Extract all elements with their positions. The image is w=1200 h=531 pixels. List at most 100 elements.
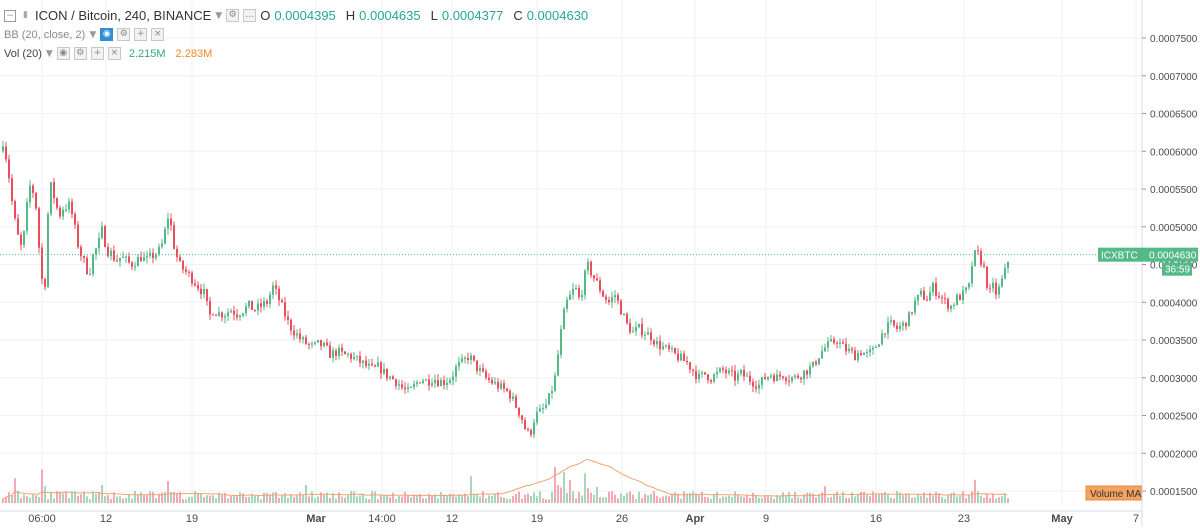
candle-body[interactable] bbox=[563, 308, 565, 330]
candle-body[interactable] bbox=[917, 294, 919, 301]
candle-body[interactable] bbox=[590, 261, 592, 276]
candle-body[interactable] bbox=[266, 300, 268, 304]
candle-body[interactable] bbox=[467, 357, 469, 360]
candle-body[interactable] bbox=[272, 285, 274, 295]
candle-body[interactable] bbox=[746, 375, 748, 377]
candle-body[interactable] bbox=[875, 346, 877, 348]
candle-body[interactable] bbox=[338, 347, 340, 356]
candle-body[interactable] bbox=[932, 282, 934, 293]
candle-body[interactable] bbox=[164, 228, 166, 244]
candle-body[interactable] bbox=[695, 370, 697, 380]
candle-body[interactable] bbox=[227, 312, 229, 317]
candle-body[interactable] bbox=[668, 345, 670, 350]
candle-body[interactable] bbox=[575, 288, 577, 290]
candle-body[interactable] bbox=[839, 342, 841, 344]
candle-body[interactable] bbox=[953, 304, 955, 306]
candle-body[interactable] bbox=[818, 358, 820, 365]
candle-body[interactable] bbox=[11, 178, 13, 202]
candle-body[interactable] bbox=[785, 377, 787, 381]
candle-body[interactable] bbox=[800, 377, 802, 380]
candle-body[interactable] bbox=[542, 407, 544, 409]
candle-body[interactable] bbox=[110, 250, 112, 257]
candle-body[interactable] bbox=[749, 375, 751, 382]
candle-body[interactable] bbox=[59, 207, 61, 217]
candle-body[interactable] bbox=[566, 299, 568, 309]
more-icon[interactable]: … bbox=[243, 9, 257, 22]
candle-body[interactable] bbox=[647, 332, 649, 335]
candle-body[interactable] bbox=[35, 192, 37, 209]
candle-body[interactable] bbox=[383, 368, 385, 374]
candle-body[interactable] bbox=[869, 349, 871, 353]
candle-body[interactable] bbox=[230, 310, 232, 313]
candle-body[interactable] bbox=[740, 369, 742, 374]
candle-body[interactable] bbox=[173, 225, 175, 249]
candle-body[interactable] bbox=[854, 350, 856, 361]
candle-body[interactable] bbox=[446, 382, 448, 385]
candle-body[interactable] bbox=[185, 269, 187, 272]
candle-body[interactable] bbox=[923, 290, 925, 300]
candle-body[interactable] bbox=[440, 380, 442, 387]
candle-body[interactable] bbox=[422, 380, 424, 384]
candle-body[interactable] bbox=[761, 377, 763, 385]
candle-body[interactable] bbox=[911, 312, 913, 314]
candle-body[interactable] bbox=[188, 271, 190, 273]
candle-body[interactable] bbox=[215, 314, 217, 316]
candle-body[interactable] bbox=[482, 368, 484, 372]
candle-body[interactable] bbox=[596, 278, 598, 281]
candle-body[interactable] bbox=[275, 285, 277, 289]
candle-body[interactable] bbox=[257, 303, 259, 311]
candle-body[interactable] bbox=[851, 348, 853, 351]
visibility-icon[interactable]: ◉ bbox=[56, 47, 70, 60]
candle-body[interactable] bbox=[560, 329, 562, 355]
candle-body[interactable] bbox=[689, 362, 691, 370]
candle-body[interactable] bbox=[221, 312, 223, 318]
candle-body[interactable] bbox=[464, 357, 466, 359]
add-icon[interactable]: + bbox=[90, 47, 104, 60]
candle-body[interactable] bbox=[605, 296, 607, 300]
candle-body[interactable] bbox=[80, 246, 82, 257]
candle-body[interactable] bbox=[884, 333, 886, 335]
candle-body[interactable] bbox=[641, 323, 643, 336]
candle-body[interactable] bbox=[44, 278, 46, 287]
candle-body[interactable] bbox=[398, 384, 400, 386]
candle-body[interactable] bbox=[50, 182, 52, 215]
candle-body[interactable] bbox=[365, 360, 367, 366]
candle-body[interactable] bbox=[473, 355, 475, 361]
candle-body[interactable] bbox=[353, 356, 355, 359]
candle-body[interactable] bbox=[302, 337, 304, 340]
candle-body[interactable] bbox=[254, 309, 256, 311]
candle-body[interactable] bbox=[380, 362, 382, 374]
candle-body[interactable] bbox=[791, 377, 793, 382]
candle-body[interactable] bbox=[308, 343, 310, 345]
candle-body[interactable] bbox=[608, 299, 610, 303]
candle-body[interactable] bbox=[116, 260, 118, 262]
candle-body[interactable] bbox=[311, 343, 313, 345]
candle-body[interactable] bbox=[581, 295, 583, 298]
candle-body[interactable] bbox=[326, 342, 328, 346]
candle-body[interactable] bbox=[68, 201, 70, 210]
candle-body[interactable] bbox=[161, 243, 163, 247]
candle-body[interactable] bbox=[242, 313, 244, 316]
candle-body[interactable] bbox=[152, 252, 154, 259]
candle-body[interactable] bbox=[569, 294, 571, 300]
candle-body[interactable] bbox=[551, 391, 553, 394]
candle-body[interactable] bbox=[200, 288, 202, 295]
candle-body[interactable] bbox=[320, 339, 322, 347]
candle-body[interactable] bbox=[131, 262, 133, 267]
candle-body[interactable] bbox=[509, 390, 511, 399]
candle-body[interactable] bbox=[290, 319, 292, 331]
candle-body[interactable] bbox=[827, 341, 829, 348]
candle-body[interactable] bbox=[989, 287, 991, 289]
collapse-icon[interactable]: − bbox=[4, 9, 16, 22]
candle-body[interactable] bbox=[620, 300, 622, 315]
visibility-icon[interactable]: ◉ bbox=[100, 28, 114, 41]
candle-body[interactable] bbox=[125, 256, 127, 258]
candle-body[interactable] bbox=[518, 407, 520, 416]
candle-body[interactable] bbox=[89, 273, 91, 275]
candle-body[interactable] bbox=[548, 393, 550, 405]
candle-body[interactable] bbox=[203, 289, 205, 295]
candle-body[interactable] bbox=[479, 368, 481, 371]
candle-body[interactable] bbox=[725, 369, 727, 374]
candle-body[interactable] bbox=[299, 333, 301, 340]
series-style-icon[interactable]: ▮ bbox=[23, 10, 28, 20]
